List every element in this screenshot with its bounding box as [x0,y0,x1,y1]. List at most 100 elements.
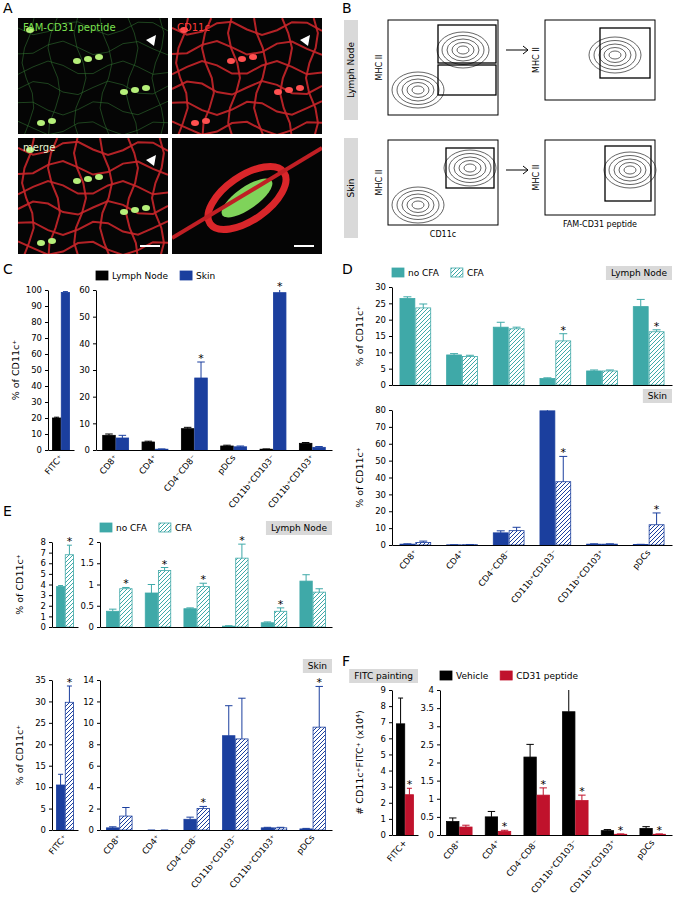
y-tick-mark [389,722,392,723]
contour [407,83,429,98]
x-tick-label: FITC+ [385,838,409,864]
error-bar [158,448,166,449]
x-tick: CD11b⁺CD103⁺ [555,548,605,605]
error-bar [403,543,411,544]
bar [649,525,664,545]
y-tick-mark [97,766,100,767]
contour [392,72,444,108]
error-bar [109,827,116,828]
error-bar [145,441,153,443]
bar-chart: *0123456789FITC+# CD11c⁺FITC⁺ (x10⁴)FITC… [349,669,418,863]
legend-label: Vehicle [456,671,489,681]
significance: * [618,824,624,837]
x-axis-line [53,627,79,628]
error-bar [559,456,567,481]
x-tick-label: CD8⁺ [101,833,123,857]
error-bar [263,448,271,449]
bar [602,544,617,545]
y-tick: 5 [41,804,52,814]
x-tick: pDCs [294,832,316,856]
y-tick-mark [389,771,392,772]
x-axis-line [101,830,333,831]
y-axis-line [440,691,441,836]
error-bar [606,369,614,371]
y-tick-label: 14 [83,675,94,685]
error-cap [148,830,155,831]
error-stem [530,744,531,757]
vessel [18,101,168,115]
y-tick-mark [45,306,48,307]
vessel [100,18,112,134]
y-tick: 60 [31,349,48,359]
vessel [202,18,214,134]
y-tick-label: 60 [79,285,90,295]
y-tick-label: 0.5 [420,812,434,822]
x-tick: pDCs [630,547,652,571]
bar [145,593,157,627]
y-tick: 5 [381,364,392,374]
error-bar [54,417,59,419]
y-tick-label: 35 [35,675,46,685]
y-axis-title: % of CD11c⁺ [14,554,25,615]
row-label: Lymph Node [346,42,356,99]
legend-swatch [180,271,192,280]
error-cap [642,826,649,827]
cell [73,58,81,64]
bar [300,829,312,830]
y-tick: 20 [31,413,48,423]
y-axis: 0123456789 [381,685,393,840]
significance: * [561,324,567,337]
y-tick-label: 4 [429,685,434,695]
error-cap [526,744,533,745]
y-axis-line [48,291,49,451]
cell [202,118,210,124]
x-tick: CD4⁻CD8⁻ [476,548,512,589]
y-tick: 25 [375,299,392,309]
bar [649,332,664,385]
error-bar [105,434,113,435]
y-tick-label: 20 [35,740,46,750]
y-tick-label: 8 [381,701,386,711]
y-tick-mark [93,397,96,398]
error-cap [109,826,116,827]
y-tick-label: 50 [375,456,386,466]
legend: VehicleCD31 peptide [440,671,578,681]
legend-swatch [96,271,108,280]
y-tick: 10 [35,782,52,792]
error-bar [466,544,474,545]
contour [624,166,636,174]
contour [589,37,641,73]
y-tick-mark [389,690,392,691]
contour [407,198,429,213]
bar [587,371,602,385]
vessel [18,221,168,235]
y-tick: 0 [41,622,52,632]
error-bar [590,543,598,544]
x-axis [393,385,673,386]
vessel [172,22,322,35]
y-tick-mark [49,766,52,767]
x-axis-line [393,835,419,836]
bar [65,702,73,830]
error-bar [637,544,645,545]
contour [609,51,621,59]
bar [236,558,248,627]
y-tick-label: 6 [41,558,46,568]
bar [556,341,571,385]
y-tick: 80 [31,317,48,327]
y-tick: 20 [35,740,52,750]
y-tick-mark [389,320,392,321]
y-tick: 4 [89,782,100,792]
y-tick: 0 [381,380,392,390]
y-tick: 15 [375,331,392,341]
bar [273,293,286,450]
vessel [172,61,322,74]
vessel [18,181,168,194]
panel-letter: C [3,261,13,277]
bar [184,609,196,627]
error-stem [151,585,152,594]
error-bar [225,625,232,626]
vessel [18,201,168,214]
y-tick: 3 [41,590,52,600]
y-tick-mark [49,744,52,745]
